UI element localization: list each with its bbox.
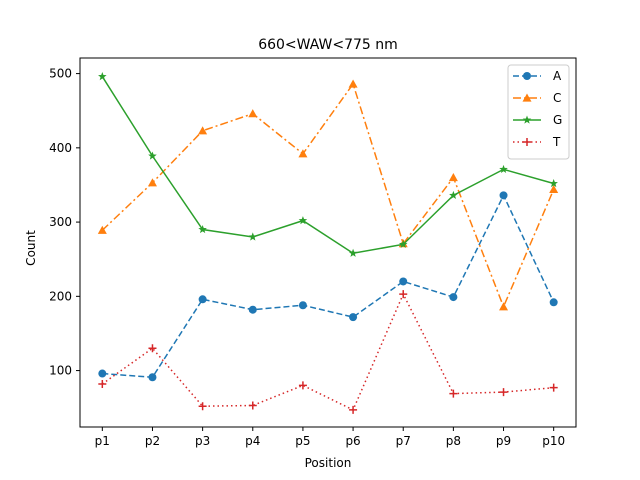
series-g-point [348,248,358,257]
series-g-point [298,216,308,225]
series-t-point [148,344,157,353]
x-axis-title: Position [305,456,352,470]
series-g-point [549,178,558,188]
series-c-point [147,178,157,187]
x-tick-label: p6 [345,434,360,448]
series-c-line [101,82,555,309]
series-g [98,72,558,257]
y-axis-title: Count [24,230,38,266]
series-c-point [499,302,509,311]
series-g-line [101,76,554,255]
series-t-point [399,290,408,299]
legend-marker-c [522,93,532,102]
series-c-point [97,225,107,234]
legend-item-c: C [513,91,561,105]
series-c-point [198,126,208,135]
series-a-point [248,305,257,314]
series-g-point [98,72,107,81]
series-a [98,191,558,382]
legend-marker-t [523,138,531,146]
x-tick-label: p10 [542,434,565,448]
x-tick-label: p9 [496,434,511,448]
series-t-point [198,402,207,411]
series-t-line [101,292,554,411]
series-a-point [499,191,508,200]
series-t-point [248,401,257,410]
legend-item-t: T [513,135,561,149]
series-g-point [398,239,408,248]
legend-label-a: A [553,69,562,83]
x-tick-label: p4 [245,434,260,448]
series-g-point [198,225,207,234]
series-c-point [448,173,458,182]
series-g-point [148,151,157,160]
y-axis: 100 200 300 400 500 [49,67,80,378]
x-tick-label: p3 [195,434,210,448]
plot-frame [79,57,577,428]
x-tick-label: p8 [446,434,461,448]
x-tick-label: p5 [295,434,310,448]
series-t-point [298,381,307,390]
series-a-line [102,193,555,379]
series-a-point [98,369,107,378]
series-t-point [349,405,358,414]
series-a-point [449,293,458,302]
series-c [97,79,559,311]
series-c-point [549,184,559,194]
series-a-point [349,313,358,322]
series-t-point [499,388,508,397]
legend-marker-g [522,115,532,124]
plot-area [97,72,559,414]
legend-label-t: T [552,135,561,149]
series-a-point [148,373,157,382]
series-c-point [348,79,358,88]
series-g-point [449,190,458,199]
series-t [98,290,558,414]
legend-item-g: G [513,113,562,127]
legend-box [507,64,570,160]
series-g-point [499,164,508,174]
x-tick-label: p1 [95,434,110,448]
x-tick-label: p2 [145,434,160,448]
series-t-point [98,379,107,388]
series-a-point [549,298,558,307]
series-a-point [198,295,207,304]
series-a-point [399,277,408,286]
y-tick-label: 500 [49,67,72,81]
legend-label-g: G [553,113,562,127]
y-tick-label: 400 [49,141,72,155]
legend-item-a: A [513,69,562,83]
x-axis: p1 p2 p3 p4 p5 p6 p7 p8 p9 p10 [95,427,565,448]
x-tick-label: p7 [396,434,411,448]
legend-label-c: C [553,91,561,105]
legend-marker-a [523,72,531,80]
series-g-point [248,232,258,241]
y-tick-label: 200 [49,289,72,303]
chart-title: 660<WAW<775 nm [258,37,398,53]
series-a-point [298,301,307,310]
series-t-point [549,383,558,392]
y-tick-label: 100 [49,364,72,378]
series-c-point [248,109,258,118]
y-tick-label: 300 [49,215,72,229]
series-t-point [449,389,458,398]
series-c-point [298,149,308,158]
